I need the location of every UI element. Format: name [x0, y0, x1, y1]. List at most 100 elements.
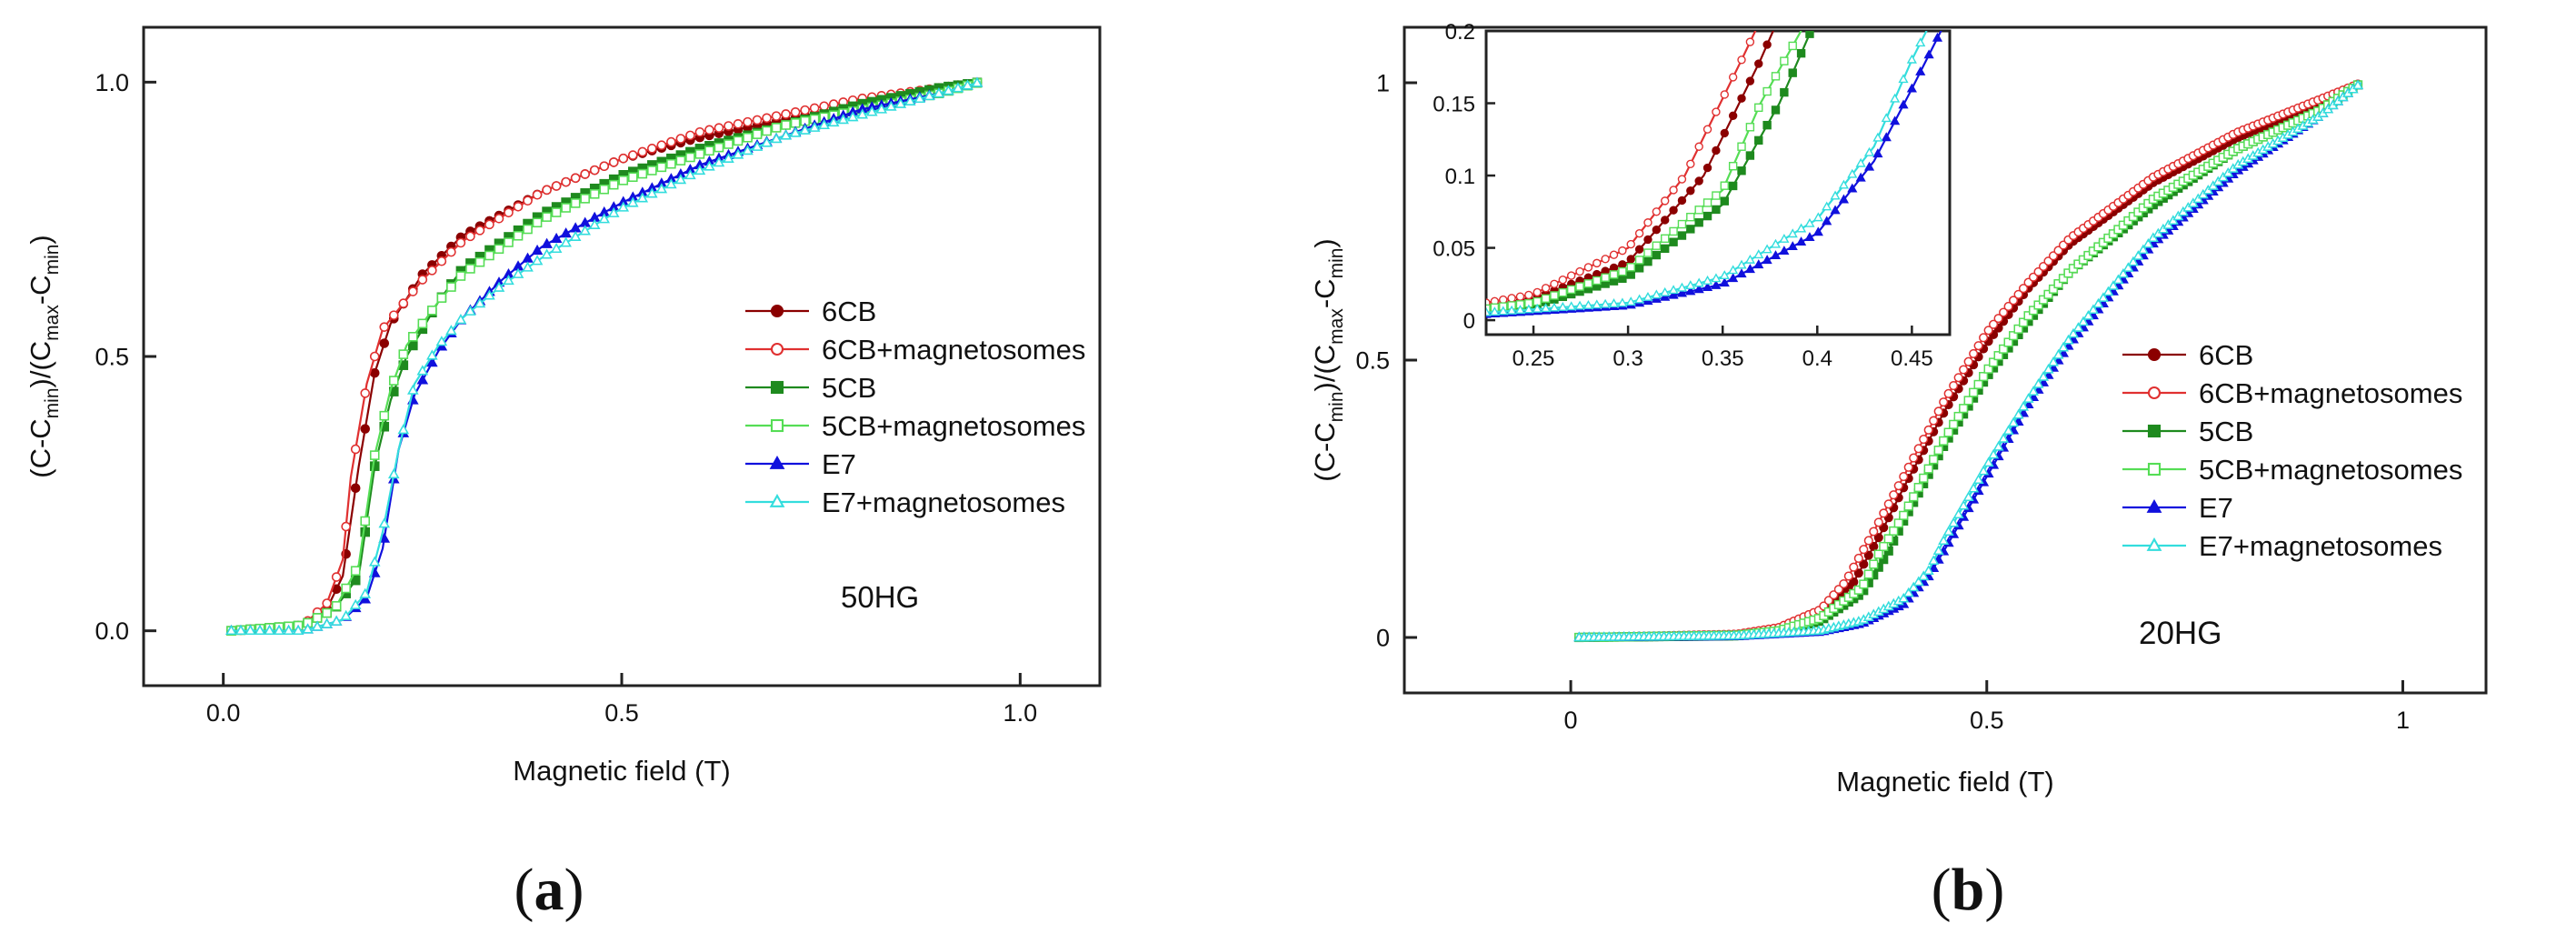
panel-b-inset-point-e7	[1906, 83, 1917, 93]
panel-a-point-e7-magnetosomes	[742, 145, 754, 156]
panel-b-point-6cb-magnetosomes	[1879, 508, 1889, 518]
panel-a-x-tick-label: 1.0	[1003, 699, 1038, 727]
panel-a-point-6cb-magnetosomes	[790, 106, 801, 117]
panel-a-point-e7-magnetosomes	[503, 274, 514, 286]
panel-b-legend-marker-5cb	[2147, 424, 2162, 438]
panel-b-inset-point-6cb-magnetosomes	[1661, 196, 1670, 206]
panel-a-series	[225, 76, 983, 636]
panel-b-inset-point-5cb	[1796, 48, 1806, 58]
panel-b-point-e7-magnetosomes	[1902, 587, 1914, 597]
panel-b-point-6cb-magnetosomes	[2013, 289, 2023, 299]
panel-b-point-6cb-magnetosomes	[2003, 301, 2013, 312]
panel-a-point-6cb-magnetosomes	[561, 176, 571, 187]
panel-a-point-e7-magnetosomes	[454, 313, 467, 325]
panel-b-inset-point-e7	[1795, 236, 1807, 246]
panel-b-point-5cb-magnetosomes	[2023, 311, 2033, 321]
panel-b-inset-point-e7-magnetosomes	[1514, 305, 1526, 315]
panel-b-point-e7-magnetosomes	[2112, 274, 2124, 285]
panel-b-inset-point-6cb-magnetosomes	[1533, 287, 1542, 297]
panel-b-inset-point-5cb	[1754, 135, 1763, 145]
panel-b-inset-point-5cb-magnetosomes	[1593, 276, 1602, 286]
panel-b-inset-point-e7	[1881, 132, 1892, 142]
panel-b-inset-point-e7-magnetosomes	[1574, 300, 1585, 310]
panel-a-point-5cb-magnetosomes	[647, 166, 657, 176]
panel-a-point-5cb-magnetosomes	[474, 256, 485, 267]
panel-b-point-6cb-magnetosomes	[2018, 284, 2029, 294]
panel-a-point-e7-magnetosomes	[837, 114, 850, 125]
panel-b-point-e7-magnetosomes	[2022, 393, 2034, 403]
panel-a-point-5cb-magnetosomes	[322, 607, 332, 618]
panel-b-point-5cb-magnetosomes	[1949, 419, 1959, 429]
panel-b-inset-point-e7-magnetosomes	[1540, 303, 1552, 313]
panel-b-point-6cb-magnetosomes	[1829, 590, 1839, 600]
panel-b-inset-point-e7	[1812, 226, 1823, 236]
panel-a-point-5cb-magnetosomes	[704, 145, 714, 156]
panel-b-point-e7-magnetosomes	[2092, 297, 2104, 308]
panel-a-point-e7-magnetosomes	[550, 242, 563, 254]
panel-b-inset-point-e7	[1762, 255, 1772, 265]
panel-b-inset-point-5cb-magnetosomes	[1702, 198, 1712, 207]
panel-a-point-e7-magnetosomes	[799, 124, 811, 135]
panel-a-point-5cb-magnetosomes	[360, 516, 371, 527]
panel-b-inset-point-5cb-magnetosomes	[1566, 285, 1576, 295]
panel-b-inset-point-e7	[1702, 282, 1713, 292]
panel-b-inset-point-5cb	[1737, 166, 1746, 176]
panel-a-point-6cb-magnetosomes	[388, 310, 399, 320]
panel-a-point-e7-magnetosomes	[569, 230, 582, 241]
panel-a-annotation: 50HG	[841, 580, 919, 614]
panel-b-inset-point-e7-magnetosomes	[1787, 228, 1798, 238]
panel-b-inset-point-6cb-magnetosomes	[1626, 239, 1635, 249]
panel-a-point-e7-magnetosomes	[971, 76, 983, 87]
panel-b-inset-point-e7	[1847, 183, 1858, 193]
panel-b-point-e7-magnetosomes	[1922, 565, 1934, 575]
panel-b-inset-point-e7-magnetosomes	[1847, 168, 1858, 178]
panel-a-point-5cb-magnetosomes	[369, 450, 380, 460]
panel-b-point-5cb-magnetosomes	[1993, 351, 2003, 361]
panel-a-point-5cb-magnetosomes	[781, 120, 791, 130]
panel-b-point-5cb-magnetosomes	[1933, 446, 1943, 456]
panel-b-inset-point-6cb-magnetosomes	[1515, 292, 1525, 301]
panel-b-point-6cb-magnetosomes	[1899, 472, 1909, 482]
panel-a-point-6cb-magnetosomes	[331, 572, 342, 582]
panel-a-point-6cb-magnetosomes	[685, 130, 695, 141]
panel-a-point-e7-magnetosomes	[387, 467, 400, 479]
panel-a-point-e7-magnetosomes	[846, 111, 859, 122]
panel-b-inset-point-5cb-magnetosomes	[1558, 287, 1568, 297]
panel-b-inset-point-5cb-magnetosomes	[1694, 206, 1703, 215]
panel-b-point-e7-magnetosomes	[1942, 526, 1954, 537]
panel-a-point-6cb-magnetosomes	[656, 140, 667, 151]
panel-b-inset-point-e7-magnetosomes	[1566, 301, 1577, 311]
panel-b-inset-point-e7-magnetosomes	[1583, 299, 1594, 309]
panel-b-inset-point-5cb-magnetosomes	[1754, 103, 1763, 112]
panel-b-point-5cb-magnetosomes	[2063, 268, 2073, 278]
panel-b-inset-point-5cb-magnetosomes	[1583, 279, 1593, 288]
panel-b-point-6cb-magnetosomes	[1989, 319, 1999, 329]
panel-b-inset-point-e7-magnetosomes	[1906, 54, 1917, 64]
panel-b-inset-point-e7-magnetosomes	[1660, 286, 1671, 296]
panel-b-inset-point-e7	[1736, 268, 1747, 278]
panel-b-point-5cb-magnetosomes	[1879, 541, 1889, 552]
panel-a-point-e7-magnetosomes	[808, 121, 821, 132]
panel-b-inset-point-6cb-magnetosomes	[1618, 246, 1627, 256]
panel-b-legend-marker-6cb-magnetosomes	[2147, 386, 2162, 400]
panel-b-point-5cb-magnetosomes	[1919, 473, 1929, 483]
panel-b-inset-point-6cb	[1643, 235, 1652, 245]
panel-a-point-e7-magnetosomes	[426, 349, 438, 360]
panel-a-point-e7-magnetosomes	[865, 105, 878, 116]
panel-b-inset-point-e7-magnetosomes	[1676, 282, 1688, 292]
panel-a-point-e7-magnetosomes	[780, 129, 792, 140]
panel-a-point-5cb-magnetosomes	[484, 250, 494, 261]
panel-a-point-5cb-magnetosomes	[427, 306, 437, 316]
panel-b-inset-point-e7-magnetosomes	[1651, 289, 1662, 299]
panel-a-point-5cb-magnetosomes	[570, 198, 581, 208]
panel-a-point-6cb-magnetosomes	[455, 237, 466, 248]
panel-b-point-e7-magnetosomes	[1952, 508, 1964, 519]
panel-a-point-6cb-magnetosomes	[752, 115, 763, 125]
panel-b-inset-point-5cb-magnetosomes	[1669, 226, 1678, 236]
panel-b-inset-point-5cb-magnetosomes	[1550, 291, 1559, 300]
panel-a-point-e7-magnetosomes	[636, 192, 649, 203]
panel-a-point-6cb-magnetosomes	[724, 121, 734, 131]
panel-b-point-6cb	[1859, 559, 1869, 569]
panel-a-point-6cb-magnetosomes	[637, 146, 648, 157]
panel-b-inset-point-e7	[1932, 32, 1943, 42]
